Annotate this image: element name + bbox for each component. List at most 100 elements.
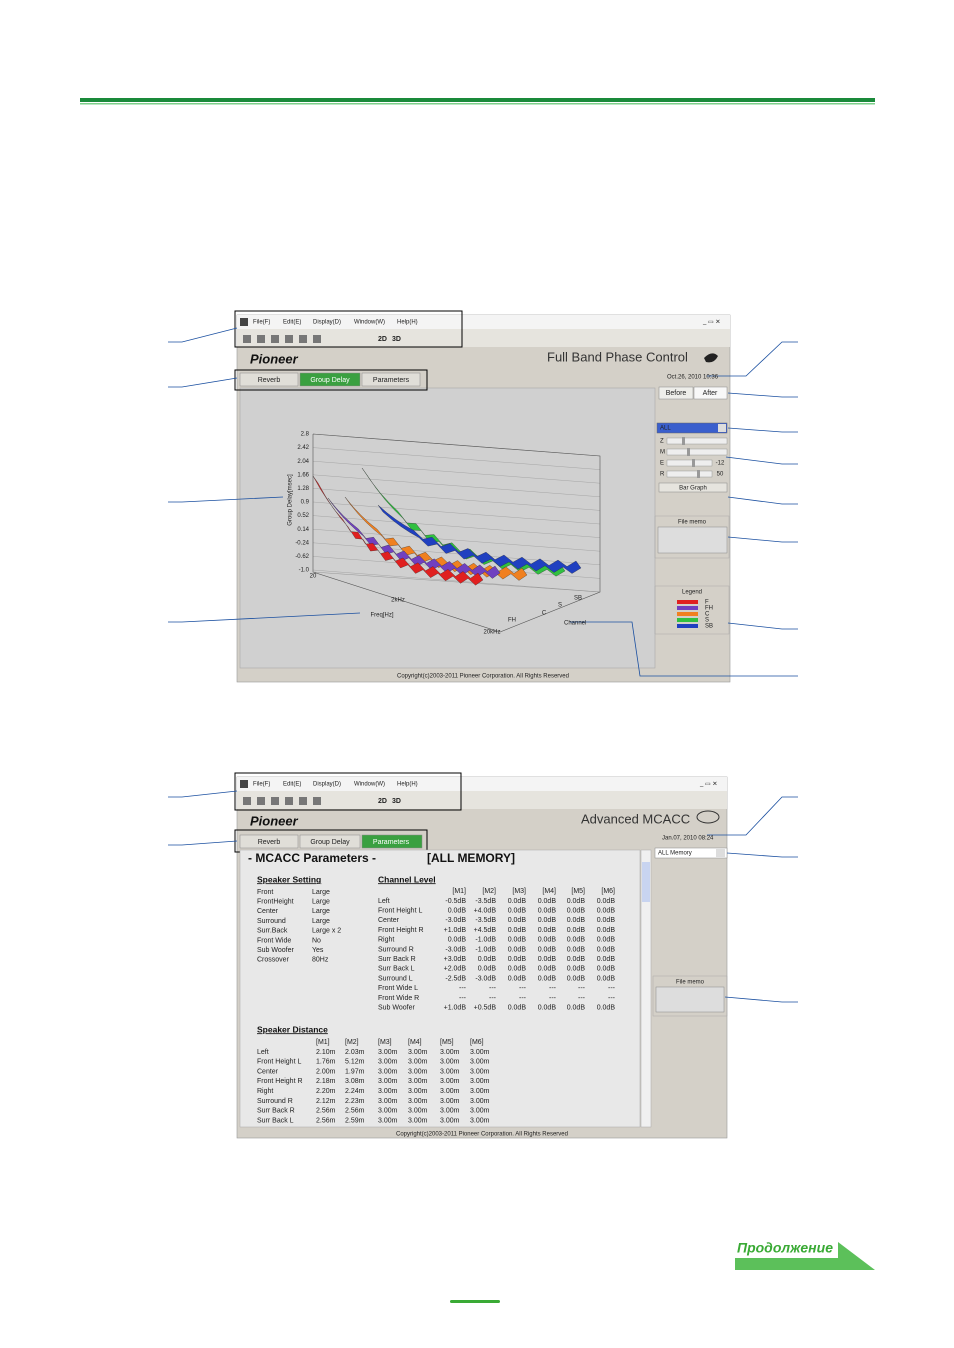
channel-tick-label: S — [558, 603, 562, 609]
continue-label[interactable]: Продолжение — [737, 1240, 833, 1256]
x-tick-label: 20kHz — [483, 630, 500, 636]
channel-axis-label: Channel — [564, 621, 586, 627]
memory-label: [ALL MEMORY] — [427, 851, 515, 865]
level-value: --- — [459, 985, 467, 992]
legend-label: C — [705, 612, 710, 618]
distance-value: 3.00m — [378, 1088, 398, 1095]
toolbar-icon — [243, 797, 251, 805]
chart-floor — [312, 571, 601, 593]
column-header: [M3] — [512, 888, 526, 895]
setting-name: Sub Woofer — [257, 947, 295, 954]
svg-text:_ ▭ ✕: _ ▭ ✕ — [702, 320, 720, 326]
level-value: 0.0dB — [567, 1005, 586, 1012]
slider-thumb — [682, 437, 685, 445]
slider-track — [666, 448, 728, 456]
level-value: 0.0dB — [597, 898, 616, 905]
setting-name: Center — [257, 908, 279, 915]
channel-name: Right — [257, 1088, 273, 1095]
level-value: 0.0dB — [508, 898, 527, 905]
params-heading: - MCACC Parameters - — [248, 851, 376, 865]
distance-value: 2.12m — [316, 1098, 336, 1105]
distance-value: 2.20m — [316, 1088, 336, 1095]
channel-name: Front Wide R — [378, 995, 419, 1002]
level-value: 0.0dB — [508, 908, 527, 915]
distance-value: 3.00m — [408, 1068, 428, 1075]
level-value: +0.5dB — [474, 1005, 497, 1012]
channel-name: Sub Woofer — [378, 1005, 416, 1012]
channel-name: Front Height R — [378, 927, 424, 934]
level-value: 0.0dB — [567, 975, 586, 982]
distance-value: 3.00m — [470, 1059, 490, 1066]
legend-label: FH — [705, 606, 713, 612]
slider-track — [666, 459, 713, 467]
toolbar-button: 3D — [392, 336, 401, 343]
grid-line — [312, 488, 601, 511]
channel-tick-label: FH — [508, 618, 516, 624]
level-value: 0.0dB — [538, 927, 557, 934]
level-value: 0.0dB — [597, 1005, 616, 1012]
toolbar-button: 2D — [378, 798, 387, 805]
slider-track — [666, 470, 713, 478]
setting-value: Yes — [312, 947, 324, 954]
level-value: 0.0dB — [508, 956, 527, 963]
header-rule — [80, 98, 875, 102]
page-marker — [450, 1300, 500, 1303]
before-button: Before — [666, 390, 687, 397]
level-value: 0.0dB — [478, 966, 497, 973]
level-value: 0.0dB — [448, 908, 467, 915]
column-header: [M2] — [345, 1039, 359, 1046]
date-time: Jan.07, 2010 08:24 — [662, 836, 714, 842]
bar-graph-button: Bar Graph — [679, 486, 707, 492]
distance-value: 3.00m — [440, 1049, 460, 1056]
level-value: 0.0dB — [508, 937, 527, 944]
level-value: 0.0dB — [448, 937, 467, 944]
callouts — [168, 327, 798, 1003]
setting-name: Surr.Back — [257, 928, 288, 935]
level-value: +1.0dB — [444, 1005, 467, 1012]
column-header: [M1] — [316, 1039, 330, 1046]
y-tick-label: 2.04 — [297, 459, 309, 465]
channel-name: Right — [378, 937, 394, 944]
level-value: 0.0dB — [538, 1005, 557, 1012]
channel-dropdown: ALL — [660, 426, 671, 432]
slider-label: Z — [660, 439, 664, 445]
toolbar-icon — [243, 335, 251, 343]
y-tick-label: 1.66 — [297, 472, 309, 478]
distance-value: 3.00m — [440, 1059, 460, 1066]
setting-value: No — [312, 937, 321, 944]
after-button: After — [703, 390, 718, 397]
grid-line — [312, 447, 601, 470]
slider-value: -12 — [716, 461, 725, 467]
distance-value: 3.00m — [440, 1098, 460, 1105]
level-value: -3.0dB — [445, 946, 466, 953]
level-value: --- — [549, 995, 557, 1002]
distance-value: 3.00m — [378, 1108, 398, 1115]
level-value: 0.0dB — [538, 946, 557, 953]
level-value: --- — [608, 985, 616, 992]
grid-line — [312, 461, 601, 484]
level-value: 0.0dB — [597, 966, 616, 973]
continue-arrow — [735, 1242, 875, 1270]
setting-value: Large — [312, 899, 330, 906]
legend-label: F — [705, 600, 709, 606]
distance-value: 3.00m — [470, 1068, 490, 1075]
tab: Reverb — [258, 377, 281, 384]
level-value: --- — [578, 985, 586, 992]
distance-value: 3.00m — [440, 1068, 460, 1075]
menu-item: Help(H) — [397, 782, 418, 788]
toolbar-icon — [285, 335, 293, 343]
setting-name: Front Wide — [257, 937, 291, 944]
grid-line — [312, 474, 601, 497]
legend-swatch — [677, 606, 698, 610]
channel-name: Surround R — [257, 1098, 293, 1105]
section-title: Channel Level — [378, 874, 436, 884]
level-value: 0.0dB — [508, 1005, 527, 1012]
y-tick-label: 0.52 — [297, 513, 309, 519]
slider-thumb — [687, 448, 690, 456]
app-title: Advanced MCACC — [581, 811, 690, 826]
setting-name: Surround — [257, 918, 286, 925]
x-tick-label: 2kHz — [391, 598, 405, 604]
y-tick-label: 1.28 — [297, 486, 309, 492]
chart-box — [312, 433, 601, 633]
distance-value: 3.00m — [470, 1088, 490, 1095]
